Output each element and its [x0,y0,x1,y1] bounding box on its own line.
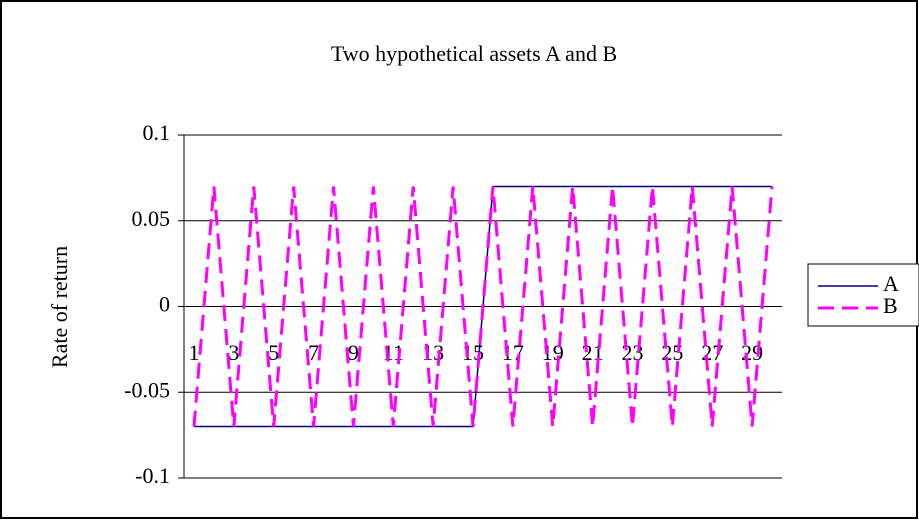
y-tick-label: 0.1 [143,120,171,145]
x-tick-label: 5 [268,340,279,365]
legend-box [807,263,919,327]
y-tick-label: 0.05 [132,206,171,231]
y-tick-label: -0.05 [124,377,170,402]
x-tick-label: 1 [188,340,199,365]
y-axis-label: Rate of return [47,246,72,368]
legend-label: B [883,293,898,318]
legend-label: A [883,271,899,296]
series-line [192,186,774,427]
y-tick-label: 0 [159,292,170,317]
x-tick-label: 9 [348,340,359,365]
x-tick-label: 7 [308,340,319,365]
x-tick-label: 3 [228,340,239,365]
chart-title: Two hypothetical assets A and B [331,41,617,66]
y-tick-label: -0.1 [135,463,170,488]
